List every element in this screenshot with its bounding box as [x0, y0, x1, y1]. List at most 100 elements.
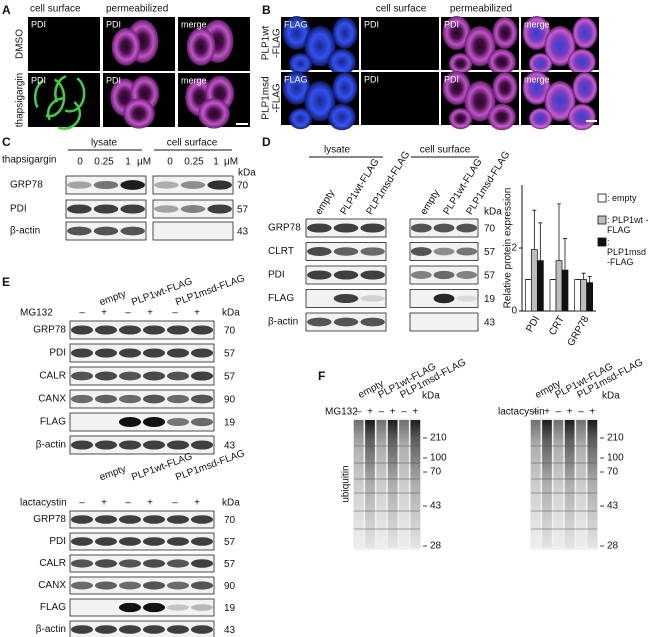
- row-label: PLP1wt: [261, 26, 272, 61]
- marker-label: 57: [224, 372, 236, 383]
- lane-smear: [576, 420, 586, 548]
- channel-label: PDI: [31, 75, 46, 85]
- band: [142, 537, 166, 546]
- band: [166, 440, 190, 450]
- treatment-label: MG132: [20, 308, 53, 319]
- marker-label: 100: [607, 453, 624, 464]
- bar: [561, 269, 569, 312]
- column-header: cell surface: [376, 4, 427, 15]
- bar: [586, 282, 594, 312]
- error-bar: [563, 238, 567, 271]
- cell: [522, 15, 551, 50]
- cell: [544, 81, 576, 122]
- band: [190, 581, 214, 590]
- band: [118, 581, 142, 590]
- row-label: PDI: [10, 204, 27, 215]
- band: [180, 181, 206, 189]
- band: [118, 537, 142, 546]
- cell: [186, 27, 216, 66]
- blot: [409, 312, 479, 332]
- row-label: FLAG: [40, 602, 66, 613]
- row-label: CALR: [39, 558, 66, 569]
- row-label: CANX: [38, 580, 66, 591]
- band: [94, 537, 118, 546]
- band: [190, 604, 214, 611]
- cell-stain: [46, 97, 82, 130]
- smear-band: [354, 492, 420, 494]
- panel-label: A: [2, 3, 11, 17]
- bar: [530, 249, 538, 312]
- band: [166, 515, 190, 524]
- lane-smear: [530, 420, 541, 548]
- band: [118, 325, 142, 335]
- band: [166, 604, 190, 611]
- row-label: PDI: [49, 348, 66, 359]
- antibody-label: ubiquitin: [341, 465, 352, 502]
- lane-sign: –: [356, 407, 362, 418]
- kda-label: kDa: [422, 391, 440, 402]
- lane-sign: –: [556, 407, 562, 418]
- band: [307, 223, 332, 233]
- lane-sign: –: [379, 407, 385, 418]
- band: [166, 371, 190, 381]
- cell: [567, 48, 596, 76]
- treatment-label: lactacystin: [20, 498, 67, 509]
- marker-label: 43: [607, 501, 619, 512]
- bar: [549, 279, 557, 312]
- marker-label: 57: [224, 537, 236, 548]
- cell: [492, 17, 518, 49]
- marker-label: 90: [224, 581, 236, 592]
- cell: [282, 70, 311, 105]
- row-label: GRP78: [268, 223, 301, 234]
- lane-sign: –: [172, 308, 178, 319]
- band: [433, 270, 455, 280]
- lane-sign: –: [125, 308, 131, 319]
- band: [94, 371, 118, 381]
- marker-label: 28: [607, 541, 619, 552]
- cell: [528, 53, 553, 75]
- band: [67, 226, 92, 236]
- marker-label: 28: [430, 541, 442, 552]
- kda-label: kDa: [484, 207, 502, 218]
- band: [142, 394, 166, 404]
- band: [118, 440, 142, 450]
- band: [190, 348, 214, 358]
- treatment-label: thapsigargin: [2, 155, 56, 166]
- band: [307, 317, 332, 327]
- band: [360, 247, 385, 256]
- cell: [487, 103, 516, 131]
- smear-band: [531, 528, 597, 530]
- marker-label: 57: [224, 349, 236, 360]
- micrograph: [361, 17, 439, 70]
- blot: [409, 242, 479, 261]
- smear-band: [531, 510, 597, 512]
- panel-label: E: [2, 275, 10, 289]
- panel-label: D: [262, 135, 271, 149]
- row-label: β-actin: [10, 226, 40, 237]
- band: [70, 440, 94, 450]
- lane-smear: [587, 420, 598, 548]
- band: [433, 223, 455, 233]
- marker-label: 100: [430, 453, 447, 464]
- band: [190, 537, 214, 546]
- row-label: PLP1msd: [261, 76, 272, 119]
- band: [333, 270, 359, 280]
- band: [70, 559, 94, 568]
- band: [118, 417, 142, 427]
- cell: [448, 108, 473, 130]
- row-label: -FLAG: [272, 28, 283, 58]
- lane-label: 1: [213, 157, 219, 168]
- band: [70, 625, 94, 634]
- cell: [327, 103, 356, 131]
- cell: [528, 108, 553, 130]
- blot: [152, 221, 234, 241]
- band: [93, 180, 119, 190]
- kda-label: kDa: [602, 391, 620, 402]
- cell: [522, 70, 551, 105]
- marker-label: 70: [430, 467, 442, 478]
- error-bar: [581, 272, 586, 280]
- legend-label: : empty: [607, 193, 637, 203]
- band: [118, 371, 142, 381]
- legend-label: : PLP1msd -FLAG: [607, 237, 647, 267]
